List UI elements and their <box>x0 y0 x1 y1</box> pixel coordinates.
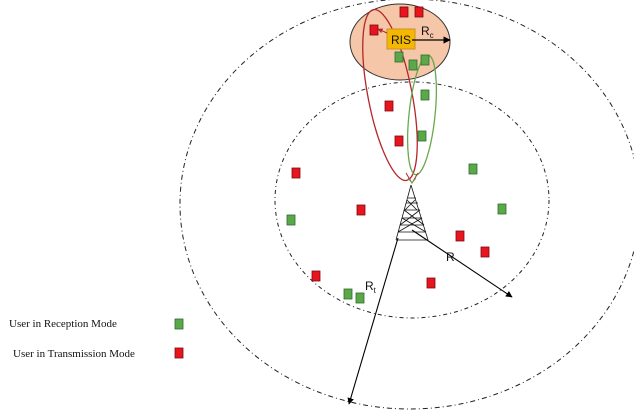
antenna-beam-icon <box>405 172 419 184</box>
legend-reception-swatch <box>174 318 184 330</box>
reception-user <box>497 203 507 215</box>
reception-user <box>468 163 478 175</box>
legend: User in Reception Mode User in Transmiss… <box>9 318 184 360</box>
base-station-tower-icon <box>395 184 429 241</box>
reception-users <box>286 51 507 304</box>
r-arrow <box>411 229 513 298</box>
transmission-user <box>311 270 321 282</box>
transmission-user <box>394 135 404 147</box>
inner-coverage-circle <box>274 81 550 319</box>
transmission-user <box>384 100 394 112</box>
r-label: R <box>446 250 455 264</box>
transmission-user <box>414 6 424 18</box>
ris-label: RIS <box>391 33 411 47</box>
reception-user <box>417 130 427 142</box>
reception-user <box>420 54 430 66</box>
transmission-beam <box>362 8 418 182</box>
rc-label: Rc <box>421 24 434 40</box>
reception-user <box>408 59 418 71</box>
legend-reception-label: User in Reception Mode <box>9 318 117 330</box>
reception-user <box>343 288 353 300</box>
rt-arrow <box>347 237 399 405</box>
reception-user <box>394 51 404 63</box>
legend-transmission-swatch <box>174 347 184 359</box>
transmission-users <box>291 6 490 289</box>
ris-to-user-arrow <box>377 28 388 34</box>
reception-user <box>420 89 430 101</box>
transmission-user <box>356 204 366 216</box>
transmission-user <box>291 167 301 179</box>
transmission-user <box>426 277 436 289</box>
transmission-user <box>480 246 490 258</box>
transmission-user <box>399 6 409 18</box>
reception-user <box>355 292 365 304</box>
transmission-user <box>455 230 465 242</box>
transmission-user <box>369 24 379 36</box>
legend-transmission-label: User in Transmission Mode <box>13 348 135 360</box>
reception-user <box>286 214 296 226</box>
ris-box <box>386 28 416 50</box>
rt-label: Rt <box>365 279 377 295</box>
